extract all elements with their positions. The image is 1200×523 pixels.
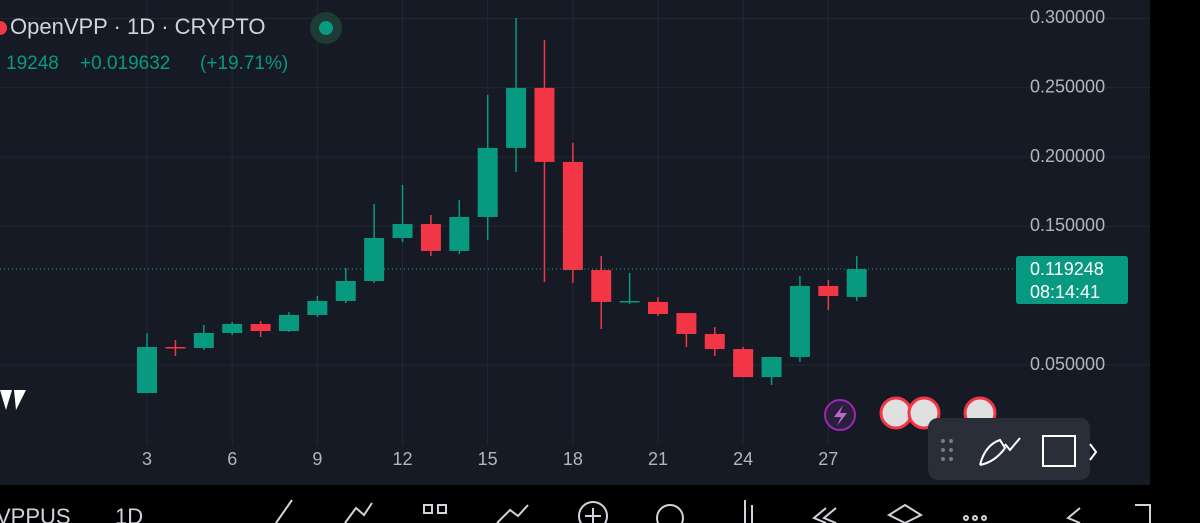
symbol-line[interactable]: OpenVPP · 1D · CRYPTO (10, 14, 266, 39)
chart-type-icon[interactable] (744, 500, 753, 523)
candle-body (591, 270, 612, 302)
status-dot (319, 21, 333, 35)
brush-tool[interactable] (979, 437, 1021, 466)
candle-body (193, 332, 214, 348)
candle-body (846, 269, 867, 297)
candle-body (250, 323, 271, 332)
layers-icon[interactable] (886, 503, 924, 523)
x-tick-label: 12 (393, 449, 413, 469)
more-icon[interactable] (963, 515, 969, 521)
symbol-icon (0, 21, 7, 35)
rect-tool[interactable] (1042, 435, 1076, 467)
y-tick-label: 0.300000 (1030, 7, 1105, 27)
alert-icon[interactable] (656, 504, 684, 523)
flag-icon[interactable] (879, 396, 913, 430)
candle-body (619, 300, 640, 303)
drag-handle (941, 439, 953, 461)
candle-body (222, 323, 243, 333)
candle-body (449, 216, 470, 251)
candle-body (392, 224, 413, 239)
candle-body (761, 356, 782, 378)
lightning (834, 405, 847, 426)
candle-body (733, 349, 754, 378)
candle-body (307, 300, 328, 315)
candle-body (789, 285, 810, 357)
add-icon[interactable] (578, 501, 608, 523)
tv-logo (0, 390, 26, 410)
y-tick-label: 0.250000 (1030, 77, 1105, 97)
price: 19248 (6, 53, 59, 74)
candle-body (648, 301, 669, 314)
pencil-icon[interactable] (275, 499, 293, 523)
candle-body (506, 87, 527, 148)
x-tick-label: 24 (733, 449, 753, 469)
replay-icon[interactable] (812, 507, 837, 523)
price-label-box (1016, 256, 1128, 305)
candle-body (364, 238, 385, 282)
right-edge (1150, 0, 1200, 485)
x-tick-label: 3 (142, 449, 152, 469)
candle-body (278, 314, 299, 332)
candle-body (165, 346, 186, 349)
candle-body (562, 161, 583, 271)
x-tick-label: 27 (818, 449, 838, 469)
indicator-icon[interactable] (344, 502, 373, 523)
y-tick-label: 0.050000 (1030, 354, 1105, 374)
expand-toolbar[interactable] (1089, 443, 1098, 461)
x-tick-label: 21 (648, 449, 668, 469)
x-tick-label: 6 (227, 449, 237, 469)
candle-body (704, 333, 725, 350)
candle-body (477, 147, 498, 217)
candle-body (420, 224, 441, 251)
change-pct: (+19.71%) (200, 53, 288, 74)
y-tick-label: 0.150000 (1030, 215, 1105, 235)
candle-body (534, 87, 555, 162)
change: +0.019632 (80, 53, 170, 74)
candle-body (335, 281, 356, 301)
x-tick-label: 15 (478, 449, 498, 469)
countdown: 08:14:41 (1030, 282, 1100, 302)
candle-body (676, 313, 697, 334)
compare-icon[interactable] (496, 504, 529, 523)
toolbar-symbol[interactable]: VPPUS (0, 504, 71, 523)
x-tick-label: 9 (312, 449, 322, 469)
candle-body (137, 346, 158, 394)
last-price-label: 0.119248 (1030, 259, 1104, 279)
redo-icon[interactable] (1135, 504, 1151, 523)
y-tick-label: 0.200000 (1030, 146, 1105, 166)
candle-body (818, 285, 839, 296)
x-tick-label: 18 (563, 449, 583, 469)
toolbar-icons (275, 499, 1151, 523)
undo-icon[interactable] (1066, 507, 1081, 523)
grid-icon[interactable] (423, 504, 433, 514)
toolbar-interval[interactable]: 1D (115, 504, 143, 523)
